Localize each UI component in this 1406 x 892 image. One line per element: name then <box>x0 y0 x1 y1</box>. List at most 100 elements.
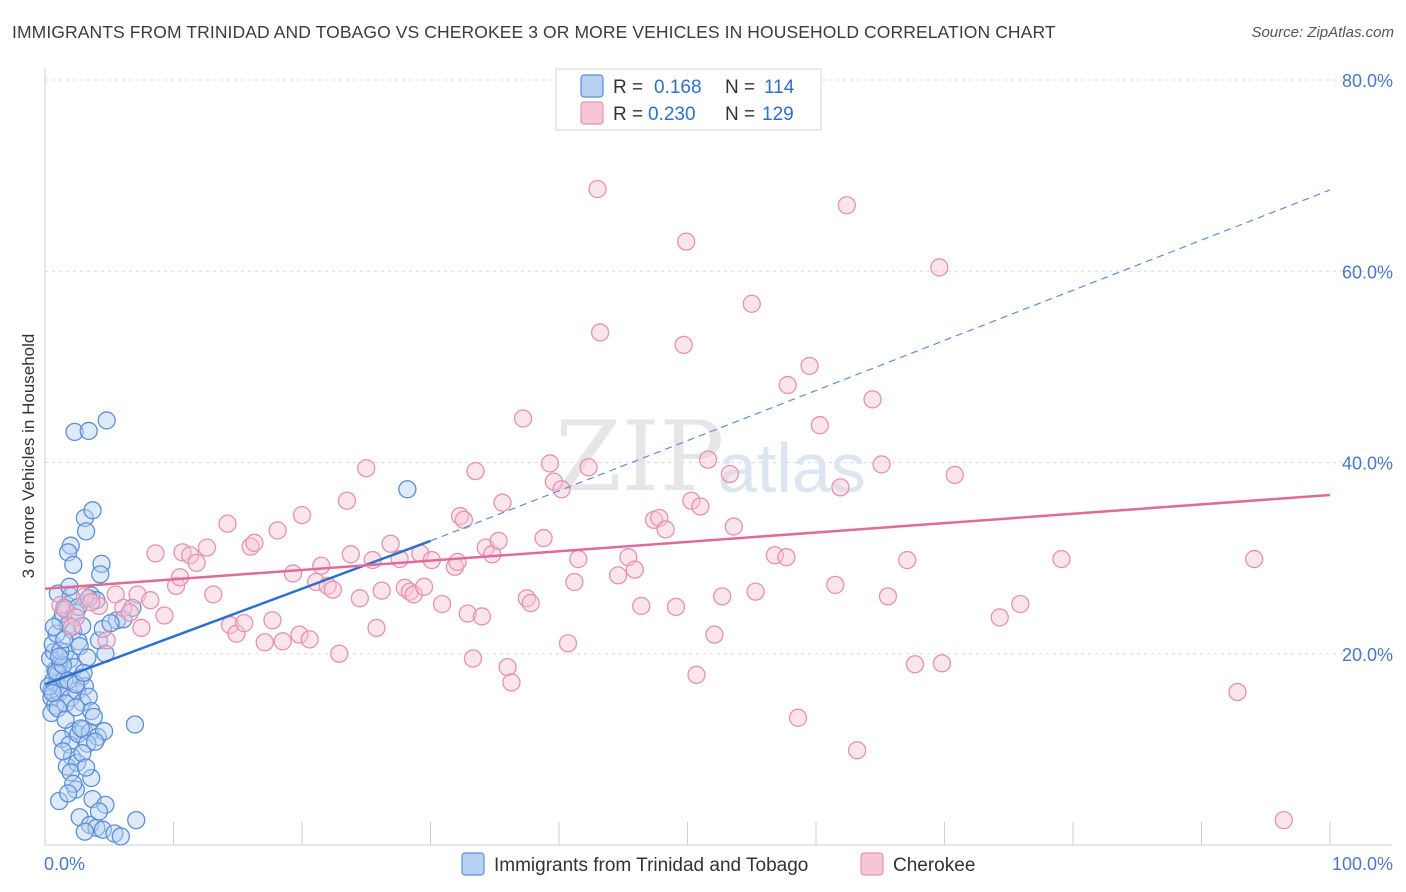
point-cherokee-42 <box>357 459 376 478</box>
point-cherokee-97 <box>713 587 732 606</box>
point-cherokee-65 <box>489 531 508 551</box>
point-trinidad-94 <box>71 719 91 738</box>
point-cherokee-11 <box>146 544 165 563</box>
point-cherokee-54 <box>432 594 452 614</box>
point-cherokee-104 <box>778 375 797 395</box>
y-tick-label-3: 80.0% <box>1342 71 1393 91</box>
point-trinidad-10 <box>49 683 69 703</box>
point-cherokee-98 <box>720 464 740 484</box>
point-cherokee-40 <box>341 545 360 564</box>
legend-r-label-1: R = <box>613 77 643 98</box>
point-cherokee-123 <box>1245 549 1264 569</box>
x-tick-labels: 0.0% 100.0% <box>44 854 1393 874</box>
point-trinidad-79 <box>398 480 417 499</box>
point-cherokee-9 <box>132 618 151 638</box>
point-cherokee-1 <box>56 600 75 619</box>
point-cherokee-61 <box>466 461 485 481</box>
point-cherokee-121 <box>1011 594 1030 614</box>
legend-r-value-2: 0.230 <box>648 104 696 125</box>
y-tick-label-1: 40.0% <box>1342 454 1393 474</box>
legend-r-value-1: 0.168 <box>654 77 702 98</box>
point-cherokee-99 <box>724 517 743 536</box>
point-cherokee-125 <box>1228 682 1247 702</box>
point-trinidad-99 <box>76 758 96 777</box>
point-cherokee-75 <box>552 480 571 499</box>
point-cherokee-106 <box>800 356 819 376</box>
point-cherokee-12 <box>155 606 174 625</box>
point-cherokee-29 <box>273 632 292 651</box>
chart-title: IMMIGRANTS FROM TRINIDAD AND TOBAGO VS C… <box>12 22 1056 42</box>
point-cherokee-116 <box>905 655 925 674</box>
point-trinidad-103 <box>75 822 94 841</box>
point-cherokee-88 <box>656 520 675 539</box>
point-cherokee-59 <box>458 604 477 623</box>
point-cherokee-107 <box>810 416 830 435</box>
point-cherokee-101 <box>746 582 765 601</box>
point-cherokee-79 <box>579 458 598 477</box>
bottom-legend-label-trinidad: Immigrants from Trinidad and Tobago <box>494 855 808 876</box>
point-trinidad-97 <box>73 744 92 763</box>
point-cherokee-32 <box>300 630 319 649</box>
point-trinidad-111 <box>49 647 69 666</box>
point-cherokee-105 <box>788 708 808 727</box>
y-tick-labels: 20.0% 40.0% 60.0% 80.0% <box>1342 71 1393 665</box>
point-trinidad-83 <box>51 641 70 661</box>
point-cherokee-122 <box>1052 549 1071 569</box>
y-axis-label: 3 or more Vehicles in Household <box>19 334 38 579</box>
point-cherokee-120 <box>990 608 1009 627</box>
point-trinidad-93 <box>56 710 75 729</box>
axes <box>44 68 1392 846</box>
point-cherokee-35 <box>312 556 331 575</box>
point-cherokee-119 <box>945 465 964 485</box>
point-cherokee-109 <box>831 478 850 497</box>
point-trinidad-98 <box>53 742 73 761</box>
point-cherokee-126 <box>82 592 101 612</box>
point-cherokee-114 <box>878 587 898 606</box>
source-label: Source: ZipAtlas.com <box>1251 24 1394 41</box>
point-cherokee-108 <box>826 575 845 595</box>
point-trinidad-61 <box>83 501 102 520</box>
point-trinidad-104 <box>111 827 130 846</box>
point-cherokee-113 <box>872 455 891 474</box>
point-trinidad-47 <box>67 753 87 772</box>
point-cherokee-77 <box>565 572 584 592</box>
point-trinidad-45 <box>62 747 82 767</box>
point-cherokee-39 <box>337 491 357 510</box>
point-cherokee-78 <box>569 549 588 569</box>
point-cherokee-26 <box>255 633 274 652</box>
point-cherokee-58 <box>454 510 474 530</box>
point-trinidad-78 <box>125 715 145 734</box>
point-cherokee-111 <box>847 741 867 760</box>
point-cherokee-91 <box>677 232 696 251</box>
point-cherokee-71 <box>521 593 540 613</box>
point-cherokee-110 <box>837 196 856 215</box>
point-cherokee-112 <box>863 390 882 409</box>
point-cherokee-23 <box>235 614 254 633</box>
x-tick-label-0: 0.0% <box>44 854 85 874</box>
point-cherokee-27 <box>263 611 282 630</box>
point-trinidad-57 <box>93 820 112 839</box>
point-cherokee-41 <box>350 589 369 608</box>
bottom-legend-swatch-pink <box>860 852 884 876</box>
point-cherokee-72 <box>534 528 553 548</box>
point-cherokee-5 <box>97 631 116 650</box>
point-cherokee-62 <box>472 607 492 626</box>
point-cherokee-100 <box>742 294 761 313</box>
series-cherokee-points <box>51 179 1293 830</box>
point-cherokee-85 <box>632 596 651 616</box>
grid-lines <box>45 79 1392 655</box>
legend-r-label-2: R = <box>613 104 643 125</box>
correlation-legend: R = 0.168 N = 114 R = 0.230 N = 129 <box>555 68 822 131</box>
point-trinidad-67 <box>64 555 83 574</box>
point-cherokee-44 <box>367 618 386 638</box>
point-trinidad-60 <box>75 508 94 528</box>
point-trinidad-100 <box>64 774 83 793</box>
point-trinidad-108 <box>101 614 120 633</box>
point-trinidad-64 <box>76 522 96 541</box>
point-cherokee-17 <box>187 553 206 573</box>
point-cherokee-50 <box>404 585 423 604</box>
legend-n-label-2: N = <box>725 104 755 125</box>
point-cherokee-45 <box>372 581 391 600</box>
point-cherokee-128 <box>120 603 139 622</box>
